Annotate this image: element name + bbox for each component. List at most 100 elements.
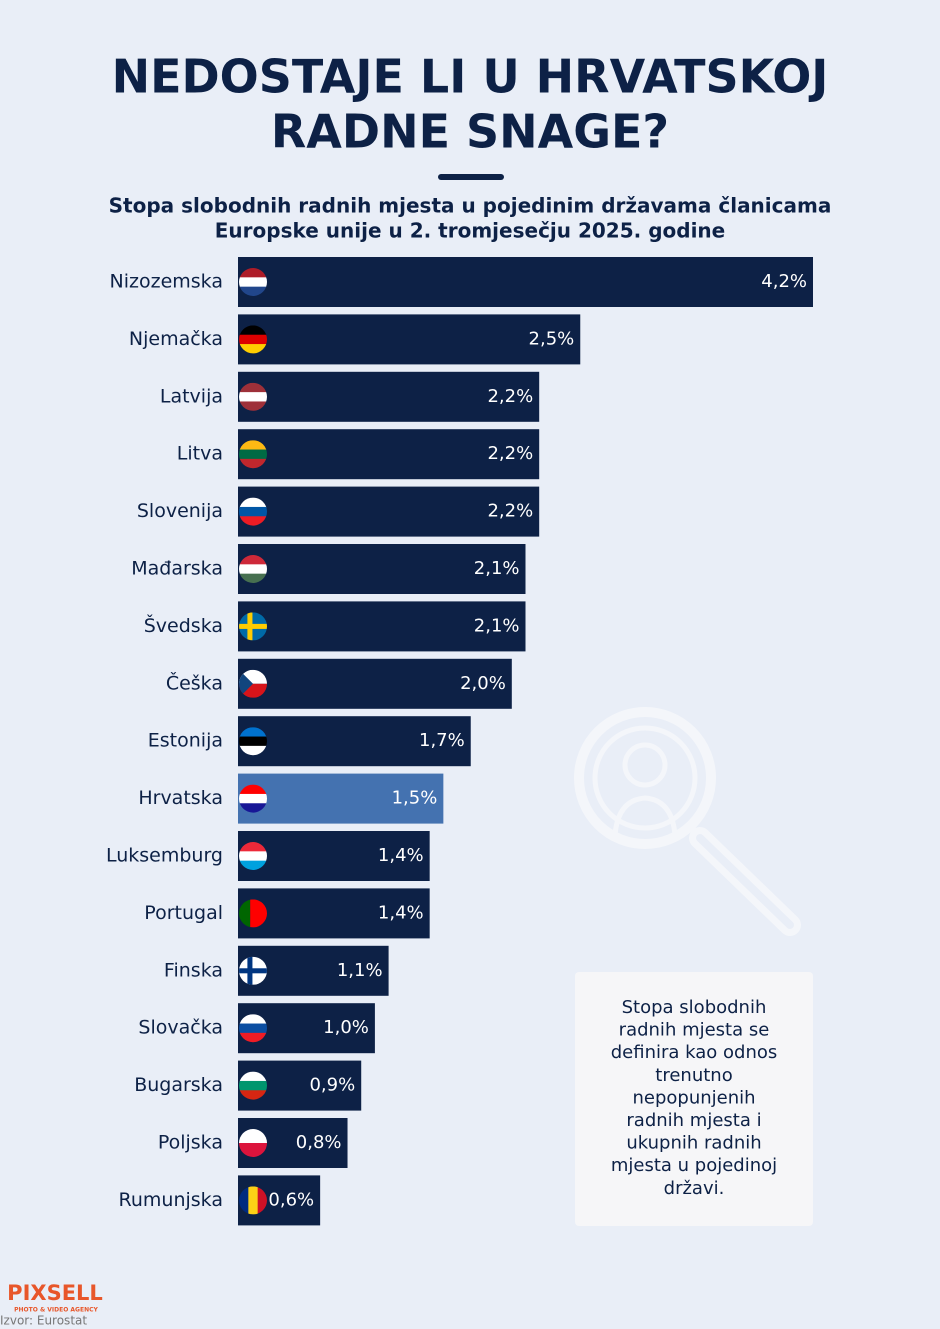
flag-stripe xyxy=(239,401,267,411)
note-line: nepopunjenih xyxy=(632,1087,755,1108)
flag xyxy=(239,1129,267,1157)
category-label: Latvija xyxy=(160,385,223,407)
category-label: Portugal xyxy=(144,902,223,924)
flag-stripe xyxy=(239,268,267,278)
title-line: RADNE SNAGE? xyxy=(271,105,669,159)
bar xyxy=(238,257,813,307)
category-label: Češka xyxy=(166,670,223,694)
category-label: Rumunjska xyxy=(119,1189,223,1211)
value-label: 0,6% xyxy=(268,1189,314,1210)
category-label: Luksemburg xyxy=(106,845,223,867)
value-label: 0,8% xyxy=(296,1132,342,1153)
flag-stripe xyxy=(239,344,267,354)
bar xyxy=(238,486,540,537)
flag-stripe xyxy=(239,1080,267,1091)
value-label: 2,2% xyxy=(487,386,533,407)
bar xyxy=(238,429,540,480)
value-label: 2,2% xyxy=(487,443,533,464)
category-label: Švedska xyxy=(144,613,223,637)
note-line: definira kao odnos xyxy=(611,1042,778,1063)
note-line: ukupnih radnih xyxy=(626,1133,761,1154)
flag-stripe xyxy=(239,1032,267,1043)
subtitle-line: Europske unije u 2. tromjesečju 2025. go… xyxy=(215,219,725,243)
value-label: 1,5% xyxy=(392,788,438,809)
category-label: Hrvatska xyxy=(138,787,223,809)
flag-stripe xyxy=(239,803,267,813)
flag xyxy=(239,842,267,870)
flag xyxy=(239,899,267,928)
flag-stripe xyxy=(239,851,267,862)
value-label: 0,9% xyxy=(309,1075,355,1096)
flag-stripe xyxy=(239,555,267,565)
flag xyxy=(239,956,267,985)
flag-stripe xyxy=(239,727,267,738)
flag-stripe xyxy=(239,1129,267,1144)
value-label: 2,1% xyxy=(474,615,520,636)
category-label: Estonija xyxy=(148,730,223,752)
flag-stripe xyxy=(239,458,267,469)
value-label: 1,1% xyxy=(337,960,383,981)
magnifier-icon xyxy=(574,707,801,936)
flag-stripe xyxy=(239,842,267,852)
bar xyxy=(238,888,430,939)
flag xyxy=(239,497,267,526)
note-line: Stopa slobodnih xyxy=(622,997,767,1018)
flag-stripe xyxy=(239,1014,267,1025)
note-line: državi. xyxy=(664,1178,725,1199)
flag-stripe xyxy=(257,1186,267,1215)
flag-stripe xyxy=(239,516,267,526)
flag xyxy=(239,1071,267,1100)
title-rule xyxy=(438,174,504,180)
flag-stripe xyxy=(248,1186,259,1215)
flag-stripe xyxy=(239,745,267,756)
category-label: Litva xyxy=(177,443,223,465)
bar xyxy=(238,371,540,422)
subtitle-line: Stopa slobodnih radnih mjesta u pojedini… xyxy=(109,194,832,218)
note-line: trenutno xyxy=(655,1065,732,1086)
flag-stripe xyxy=(239,277,267,288)
flag-stripe xyxy=(239,1090,267,1100)
value-label: 2,2% xyxy=(487,501,533,522)
flag-stripe xyxy=(239,286,267,296)
flag-stripe xyxy=(239,325,267,336)
value-label: 1,4% xyxy=(378,845,424,866)
flag xyxy=(239,325,267,354)
bar xyxy=(238,716,471,767)
value-label: 2,5% xyxy=(529,328,575,349)
flag-stripe xyxy=(239,564,267,575)
bar xyxy=(238,601,526,652)
value-label: 2,0% xyxy=(460,673,506,694)
flag-stripe xyxy=(239,440,267,451)
flag-stripe xyxy=(239,449,267,460)
category-label: Slovenija xyxy=(137,500,223,522)
flag-stripe xyxy=(239,334,267,345)
bar xyxy=(238,773,444,824)
value-label: 2,1% xyxy=(474,558,520,579)
logo: PIXSELL xyxy=(7,1281,103,1305)
flag xyxy=(239,669,267,698)
category-label: Bugarska xyxy=(134,1074,223,1096)
flag-stripe xyxy=(239,1071,267,1082)
value-label: 1,4% xyxy=(378,902,424,923)
note-line: radnih mjesta i xyxy=(626,1110,761,1131)
flag-stripe xyxy=(239,1143,267,1157)
flag xyxy=(239,555,267,583)
bar xyxy=(238,544,526,594)
flag-stripe xyxy=(239,392,267,402)
flag-stripe xyxy=(239,1023,267,1034)
flag-stripe xyxy=(250,899,267,928)
flag-stripe xyxy=(239,784,267,795)
flag-cross xyxy=(239,623,267,629)
flag xyxy=(239,727,267,756)
flag xyxy=(239,784,267,813)
category-label: Njemačka xyxy=(129,328,223,350)
category-label: Slovačka xyxy=(138,1017,223,1039)
flag xyxy=(239,268,267,296)
flag xyxy=(239,382,267,411)
category-label: Mađarska xyxy=(131,558,223,580)
flag-stripe xyxy=(239,736,267,747)
flag xyxy=(239,440,267,469)
flag-stripe xyxy=(239,382,267,393)
flag-triangle xyxy=(239,669,253,698)
logo-tagline: PHOTO & VIDEO AGENCY xyxy=(14,1307,98,1314)
